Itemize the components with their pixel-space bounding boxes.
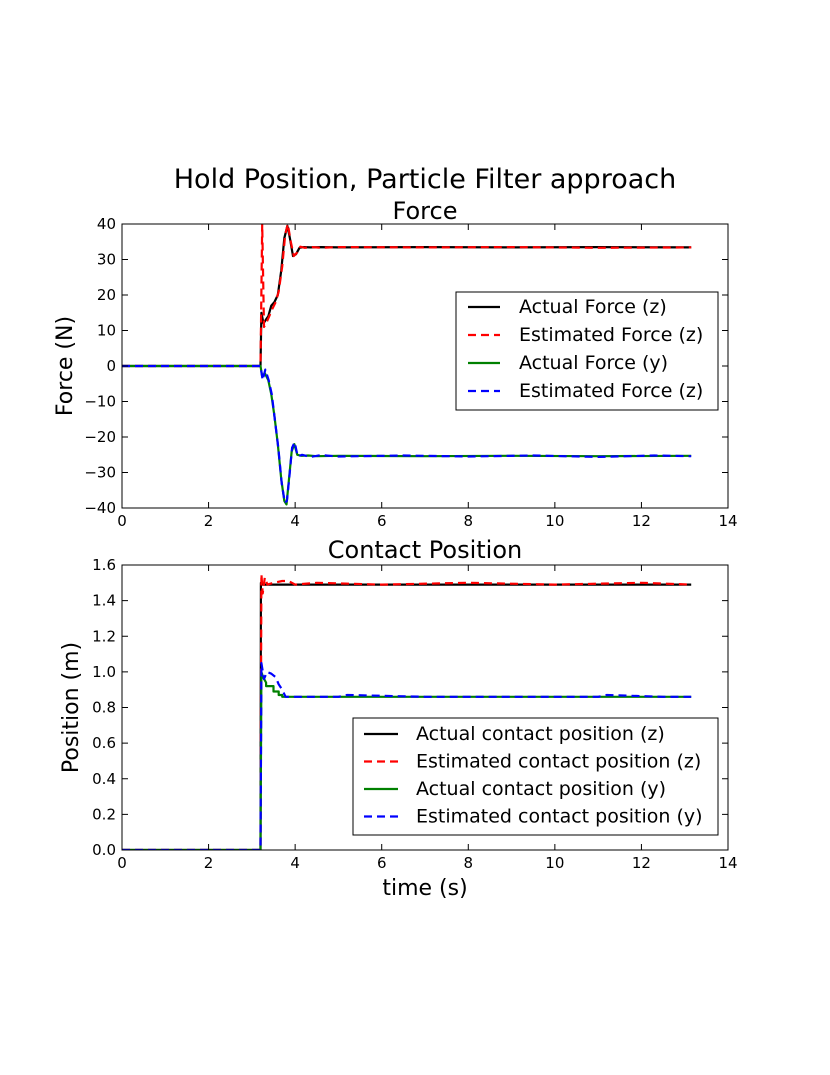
x-tick-label: 14 — [718, 854, 737, 872]
y-tick-label: 10 — [97, 322, 116, 340]
series-line-3 — [122, 364, 692, 504]
y-tick-label: −40 — [84, 499, 116, 517]
x-tick-label: 8 — [464, 512, 474, 530]
y-tick-label: 0 — [106, 357, 116, 375]
legend-label: Estimated Force (z) — [519, 324, 703, 346]
y-tick-label: 0.8 — [92, 699, 116, 717]
legend-label: Estimated contact position (y) — [416, 806, 703, 828]
series-line-3 — [122, 661, 692, 850]
legend-label: Actual Force (z) — [519, 296, 667, 318]
figure-suptitle: Hold Position, Particle Filter approach — [174, 164, 676, 195]
legend-label: Estimated contact position (z) — [416, 751, 701, 773]
legend-frame — [352, 717, 719, 836]
legend-label: Actual Force (y) — [519, 352, 668, 374]
legend-label: Estimated Force (z) — [519, 380, 703, 402]
plot-area — [122, 224, 692, 506]
force-panel: Force 0 2 4 6 8 10 12 14 −40 −30 −20 −10 0 10 20 30 40 For… — [53, 197, 738, 530]
y-axis-label: Position (m) — [59, 642, 84, 773]
x-tick-label: 6 — [377, 512, 387, 530]
y-tick-label: 1.4 — [92, 592, 116, 610]
x-tick-label: 4 — [290, 854, 300, 872]
x-tick-label: 0 — [117, 854, 127, 872]
x-tick-label: 14 — [718, 512, 737, 530]
x-tick-label: 2 — [204, 854, 214, 872]
y-tick-label: 0.4 — [92, 770, 116, 788]
y-tick-label: −20 — [84, 428, 116, 446]
y-tick-label: 1.6 — [92, 556, 116, 574]
x-tick-label: 2 — [204, 512, 214, 530]
x-tick-label: 10 — [545, 854, 564, 872]
y-tick-label: 0.2 — [92, 805, 116, 823]
x-tick-label: 0 — [117, 512, 127, 530]
y-tick-label: 0.0 — [92, 841, 116, 859]
x-tick-label: 4 — [290, 512, 300, 530]
series-line-1 — [122, 572, 692, 850]
series-line-1 — [122, 224, 692, 368]
x-tick-label: 12 — [632, 512, 651, 530]
y-tick-label: 30 — [97, 251, 116, 269]
legend-label: Actual contact position (y) — [416, 778, 666, 800]
y-tick-label: 1.2 — [92, 627, 116, 645]
plot-area — [122, 572, 692, 850]
contact-position-panel: Contact Position 0 2 4 6 8 10 12 14 0.0 0.2 0.4 0.6 0… — [59, 536, 738, 901]
x-tick-label: 10 — [545, 512, 564, 530]
chart-title: Force — [393, 197, 458, 225]
y-tick-label: −10 — [84, 393, 116, 411]
x-tick-label: 8 — [464, 854, 474, 872]
x-axis-label: time (s) — [382, 876, 467, 901]
y-tick-label: 40 — [97, 215, 116, 233]
y-tick-label: 0.6 — [92, 734, 116, 752]
y-tick-label: 20 — [97, 286, 116, 304]
y-axis-label: Force (N) — [53, 316, 78, 416]
legend: Actual Force (z) Estimated Force (z) Actua… — [455, 291, 719, 411]
x-tick-label: 6 — [377, 854, 387, 872]
legend-label: Actual contact position (z) — [416, 723, 665, 745]
legend: Actual contact position (z) Estimated con… — [352, 717, 719, 836]
x-tick-label: 12 — [632, 854, 651, 872]
chart-title: Contact Position — [328, 536, 522, 564]
y-tick-label: −30 — [84, 464, 116, 482]
y-tick-label: 1.0 — [92, 663, 116, 681]
